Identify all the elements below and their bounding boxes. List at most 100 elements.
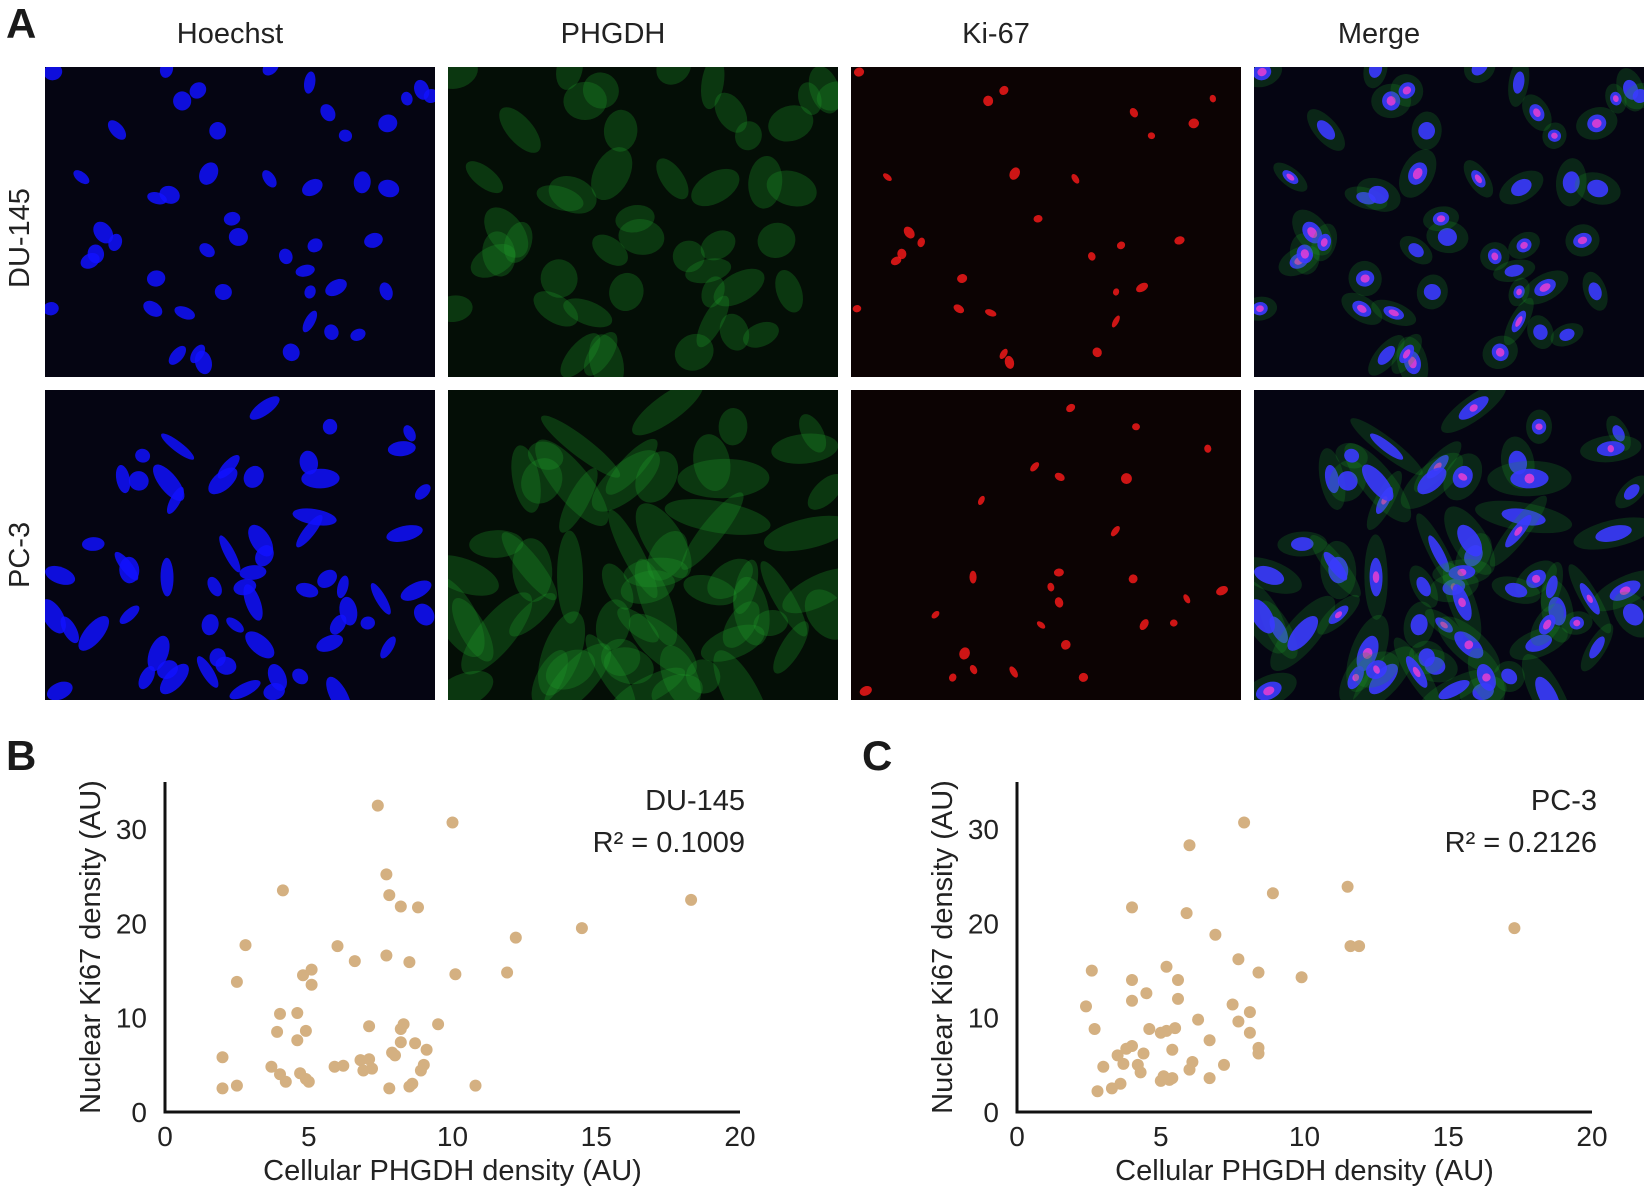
row-label-pc3: PC-3 [4, 521, 36, 588]
micrograph-du145-phgdh [448, 67, 838, 377]
scatter-point [1252, 1047, 1265, 1060]
scatter-point [403, 956, 416, 969]
panel-label-c: C [862, 732, 893, 779]
scatter-point [380, 868, 393, 881]
y-tick-label: 10 [116, 1003, 147, 1034]
axes [1015, 782, 1592, 1114]
scatter-point [1114, 1077, 1127, 1090]
x-tick-label: 10 [1289, 1121, 1320, 1152]
scatter-point [216, 1082, 229, 1095]
scatter-point [1126, 974, 1138, 986]
y-tick-label: 10 [968, 1003, 999, 1034]
scatter-point [406, 1077, 419, 1090]
scatter-point [1218, 1058, 1230, 1071]
scatter-point [1266, 887, 1279, 900]
x-tick-label: 15 [1433, 1121, 1464, 1152]
column-title-hoechst: Hoechst [176, 18, 284, 50]
scatter-point [230, 975, 243, 988]
micrograph-du145-merge [1254, 67, 1644, 377]
scatter-point [1126, 901, 1138, 914]
scatter-point [1226, 998, 1239, 1011]
panel-label-a: A [6, 0, 37, 47]
scatter-point [1203, 1072, 1216, 1085]
row-label-du145: DU-145 [4, 188, 36, 288]
scatter-point [1508, 922, 1521, 935]
scatter-point [1111, 1049, 1124, 1062]
scatter-point [1085, 964, 1098, 977]
scatter-point [1160, 960, 1173, 973]
scatter-point [1209, 928, 1222, 941]
micrograph-du145-ki67 [851, 67, 1241, 377]
scatter-point [685, 893, 698, 906]
x-tick-label: 20 [1576, 1121, 1607, 1152]
scatter-plot-c: 0 10 20 30 0 5 10 15 20 Cellular PHGDH density (A… [927, 780, 1608, 1187]
scatter-point [1180, 907, 1193, 920]
scatter-point [302, 1075, 315, 1088]
scatter-point [1088, 1023, 1101, 1035]
scatter-point [1232, 953, 1245, 966]
scatter-point [1243, 1006, 1256, 1019]
scatter-point [409, 1037, 422, 1050]
scatter-point [331, 940, 344, 953]
cell-line-annotation: DU-145 [645, 785, 745, 817]
scatter-point [1140, 987, 1153, 1000]
scatter-point [417, 1058, 430, 1071]
micrograph-pc3-phgdh [448, 390, 838, 700]
scatter-point [397, 1018, 410, 1031]
scatter-point [1172, 992, 1184, 1005]
r-squared-annotation: R² = 0.2126 [1445, 827, 1597, 859]
y-tick-label: 20 [116, 908, 147, 939]
x-tick-label: 0 [157, 1121, 173, 1152]
scatter-point [1252, 966, 1265, 979]
y-tick-label: 0 [131, 1097, 147, 1128]
scatter-point [1091, 1085, 1104, 1098]
scatter-point [271, 1025, 284, 1038]
scatter-point [1137, 1047, 1150, 1060]
scatter-point [276, 884, 289, 897]
scatter-point [348, 955, 361, 968]
scatter-point [265, 1060, 278, 1073]
scatter-point [328, 1060, 341, 1073]
scatter-point [380, 949, 393, 962]
cell-line-annotation: PC-3 [1531, 785, 1597, 817]
axes [163, 782, 740, 1114]
y-tick-label: 20 [968, 908, 999, 939]
scatter-point [1166, 1043, 1179, 1056]
scatter-point [575, 922, 588, 935]
scatter-point [432, 1018, 445, 1031]
scatter-point [1183, 839, 1196, 852]
x-axis-label: Cellular PHGDH density (AU) [263, 1155, 642, 1187]
scatter-point [1341, 880, 1354, 893]
scatter-point [501, 966, 514, 979]
x-axis-label: Cellular PHGDH density (AU) [1115, 1155, 1494, 1187]
scatter-point [1344, 940, 1357, 953]
scatter-point [1117, 1057, 1130, 1070]
scatter-point [239, 939, 252, 952]
r-squared-annotation: R² = 0.1009 [593, 827, 745, 859]
y-axis-label: Nuclear Ki67 density (AU) [75, 780, 107, 1114]
scatter-point [1238, 816, 1251, 829]
scatter-point [297, 969, 309, 982]
scatter-point [1169, 1022, 1182, 1035]
scatter-point [1126, 1040, 1138, 1052]
scatter-point [1126, 994, 1138, 1007]
scatter-point [420, 1043, 433, 1056]
scatter-point [1203, 1034, 1216, 1047]
y-tick-label: 30 [968, 814, 999, 845]
scatter-point [363, 1020, 376, 1033]
scatter-point [449, 968, 462, 981]
scatter-point [1134, 1066, 1147, 1079]
x-tick-label: 10 [437, 1121, 468, 1152]
scatter-plot-b: 0 10 20 30 0 5 10 15 20 Cellular PHGDH density (A… [75, 780, 756, 1187]
column-title-merge: Merge [1337, 18, 1421, 50]
scatter-point [366, 1062, 378, 1075]
y-tick-label: 0 [983, 1097, 999, 1128]
column-title-ki67: Ki-67 [962, 18, 1030, 50]
scatter-point [1243, 1026, 1256, 1039]
scatter-point [394, 1036, 407, 1049]
scatter-point [299, 1024, 312, 1037]
scatter-point [305, 978, 318, 991]
scatter-point [1080, 1000, 1092, 1013]
y-axis-label: Nuclear Ki67 density (AU) [927, 780, 959, 1114]
scatter-point [469, 1079, 482, 1092]
